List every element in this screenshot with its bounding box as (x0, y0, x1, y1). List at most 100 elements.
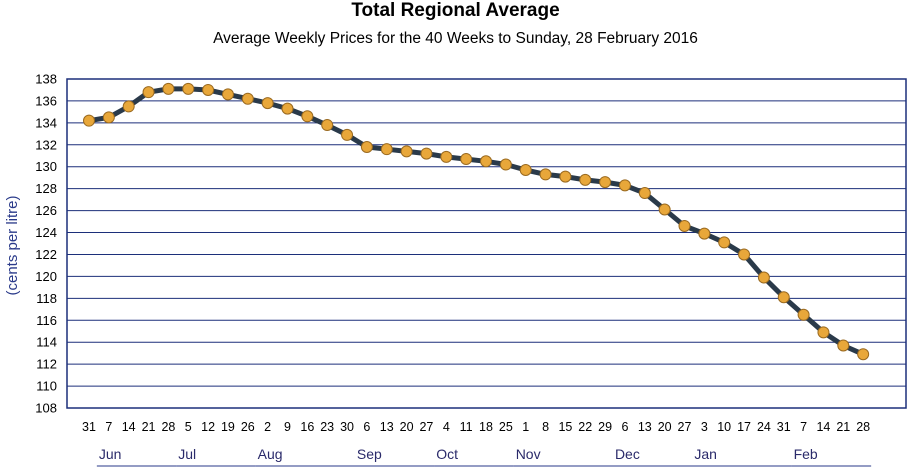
data-point (202, 83, 215, 96)
x-tick-label: 19 (221, 420, 235, 434)
data-point (241, 92, 254, 105)
month-labels: Jun Jul Aug Sep Oct Nov Dec Jan Feb (96, 446, 872, 467)
y-tick-label: 138 (35, 72, 57, 87)
y-axis-label: (cents per litre) (4, 195, 21, 295)
data-point (698, 227, 711, 240)
data-point (460, 153, 473, 166)
data-point (221, 88, 234, 101)
plot-frame (66, 78, 907, 409)
data-point (757, 271, 770, 284)
x-tick-label: 17 (737, 420, 751, 434)
data-point (122, 100, 135, 113)
x-tick-label: 27 (678, 420, 692, 434)
y-tick-label: 118 (36, 291, 57, 306)
x-tick-label: 28 (161, 420, 175, 434)
month-label: Dec (615, 446, 640, 462)
series-line (86, 86, 866, 357)
data-point (658, 203, 671, 216)
y-tick-label: 110 (36, 379, 57, 394)
y-tick-label: 108 (35, 401, 57, 416)
month-label: Oct (436, 446, 458, 462)
x-tick-label: 8 (542, 420, 549, 434)
x-tick-label: 20 (400, 420, 414, 434)
data-point (599, 176, 612, 189)
x-tick-label: 31 (82, 420, 96, 434)
data-point (261, 97, 274, 110)
x-tick-label: 31 (777, 420, 791, 434)
data-point (817, 326, 830, 339)
y-tick-label: 122 (35, 247, 57, 262)
x-tick-label: 21 (836, 420, 850, 434)
x-tick-label: 7 (800, 420, 807, 434)
data-point (539, 168, 552, 181)
y-tick-label: 114 (36, 335, 57, 350)
data-point (499, 158, 512, 171)
data-point (638, 187, 651, 200)
x-axis-ticks: 31 7 14 21 28 5 12 19 26 2 9 16 23 30 6 13 20 27 4 11 18 25 1 8… (82, 420, 870, 434)
data-point (162, 82, 175, 95)
data-point (380, 143, 393, 156)
data-point (360, 140, 373, 153)
x-tick-label: 2 (264, 420, 271, 434)
data-point (102, 111, 115, 124)
data-point (182, 82, 195, 95)
y-tick-label: 126 (35, 203, 57, 218)
data-point (718, 236, 731, 249)
x-tick-label: 15 (558, 420, 572, 434)
y-tick-label: 124 (35, 225, 57, 240)
series-group (83, 82, 870, 361)
data-point (777, 291, 790, 304)
y-tick-label: 130 (35, 159, 57, 174)
y-tick-label: 116 (36, 313, 57, 328)
x-tick-label: 14 (122, 420, 136, 434)
data-point (837, 339, 850, 352)
data-point (281, 102, 294, 115)
x-tick-label: 27 (419, 420, 433, 434)
x-tick-label: 26 (241, 420, 255, 434)
data-point (579, 173, 592, 186)
data-point (857, 348, 870, 361)
x-tick-label: 24 (757, 420, 771, 434)
y-tick-label: 120 (35, 269, 57, 284)
y-tick-label: 134 (35, 115, 57, 130)
data-point (400, 145, 413, 158)
month-label: Sep (357, 446, 382, 462)
x-tick-label: 6 (363, 420, 370, 434)
data-point (480, 155, 492, 168)
y-tick-label: 132 (35, 137, 57, 152)
data-point (83, 114, 95, 127)
chart-subtitle: Average Weekly Prices for the 40 Weeks t… (213, 30, 698, 47)
x-tick-label: 25 (499, 420, 513, 434)
y-tick-label: 128 (35, 181, 57, 196)
month-label: Jul (178, 446, 196, 462)
month-label: Nov (516, 446, 541, 462)
data-point (559, 170, 572, 183)
month-label: Jan (694, 446, 717, 462)
y-axis-ticks: 108 110 112 114 116 118 120 122 124 126 128 130 132 1… (35, 72, 57, 416)
x-tick-label: 23 (320, 420, 334, 434)
data-point (321, 119, 334, 132)
data-point (440, 150, 453, 163)
x-tick-label: 29 (598, 420, 612, 434)
x-tick-label: 4 (443, 420, 450, 434)
data-point (618, 179, 631, 192)
chart-title: Total Regional Average (351, 0, 560, 21)
x-tick-label: 16 (300, 420, 314, 434)
data-point (738, 248, 751, 261)
data-point (341, 128, 354, 141)
x-tick-label: 11 (460, 420, 473, 434)
data-point (301, 110, 314, 123)
month-label: Aug (258, 446, 283, 462)
data-point (420, 147, 433, 160)
x-tick-label: 22 (578, 420, 592, 434)
x-tick-label: 20 (658, 420, 672, 434)
data-point (678, 219, 691, 232)
month-label: Feb (794, 446, 818, 462)
x-tick-label: 7 (105, 420, 112, 434)
x-tick-label: 30 (340, 420, 354, 434)
x-tick-label: 3 (701, 420, 708, 434)
x-tick-label: 21 (142, 420, 156, 434)
data-point (797, 308, 810, 321)
y-tick-label: 136 (35, 93, 57, 108)
